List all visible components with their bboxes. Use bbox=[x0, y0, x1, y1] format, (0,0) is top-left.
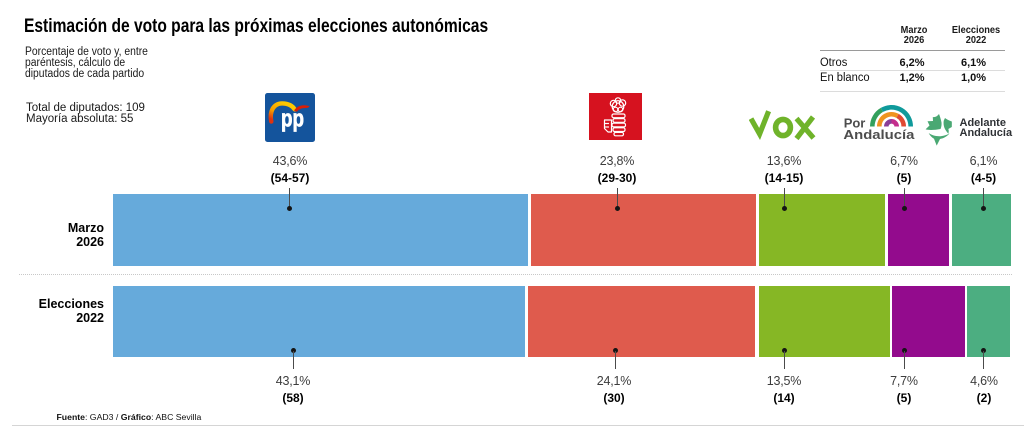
svg-text:Andalucía: Andalucía bbox=[843, 127, 915, 142]
svg-text:Por: Por bbox=[844, 116, 866, 131]
svg-text:pp: pp bbox=[281, 106, 304, 133]
